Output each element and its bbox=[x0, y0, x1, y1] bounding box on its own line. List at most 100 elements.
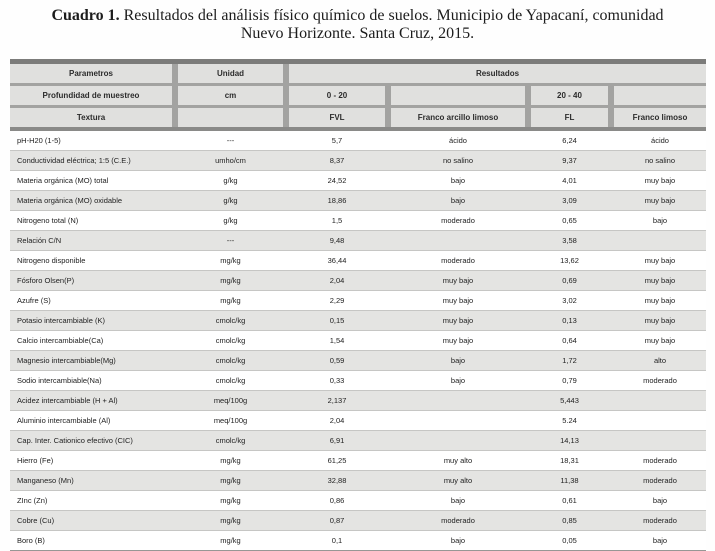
table-header: Parametros Unidad Resultados Profundidad… bbox=[10, 63, 706, 131]
cell-value-20-40: 3,02 bbox=[562, 295, 577, 305]
cell-class-20-40: bajo bbox=[652, 495, 668, 505]
header-empty-cell bbox=[391, 85, 525, 105]
cell-value-0-20: 0,86 bbox=[329, 495, 345, 505]
cell-value-0-20: 0,15 bbox=[329, 315, 345, 325]
header-row-depth: Profundidad de muestreo cm 0 - 20 20 - 4… bbox=[10, 85, 706, 105]
header-resultados: Resultados bbox=[289, 63, 706, 83]
header-empty-cell bbox=[178, 107, 283, 127]
cell-value-20-40: 3,58 bbox=[562, 235, 577, 245]
cell-parameter: Relación C/N bbox=[17, 235, 62, 245]
cell-class-0-20: bajo bbox=[450, 195, 466, 205]
cell-value-20-40: 11,38 bbox=[560, 475, 579, 485]
soil-analysis-table: Parametros Unidad Resultados Profundidad… bbox=[10, 58, 706, 551]
table-row: Fósforo Olsen(P) mg/kg 2,04 muy bajo 0,6… bbox=[10, 269, 706, 290]
cell-class-20-40: no salino bbox=[644, 155, 676, 165]
table-row: Acidez intercambiable (H + Al) meq/100g … bbox=[10, 389, 706, 410]
cell-value-0-20: 0,87 bbox=[329, 515, 345, 525]
caption-line-1: Cuadro 1. Resultados del análisis físico… bbox=[10, 7, 705, 25]
cell-value-20-40: 0,79 bbox=[562, 375, 577, 385]
cell-class-20-40: muy bajo bbox=[644, 255, 676, 265]
header-textura-fl: FL bbox=[531, 107, 608, 127]
cell-unit: mg/kg bbox=[220, 535, 241, 545]
table-row: ZInc (Zn) mg/kg 0,86 bajo 0,61 bajo bbox=[10, 489, 706, 510]
table-row: Potasio intercambiable (K) cmolc/kg 0,15… bbox=[10, 309, 706, 330]
cell-unit: cmolc/kg bbox=[215, 335, 246, 345]
cell-class-20-40: bajo bbox=[652, 215, 668, 225]
cell-unit: g/kg bbox=[223, 215, 238, 225]
cell-unit: g/kg bbox=[223, 195, 238, 205]
cell-value-20-40: 0,65 bbox=[562, 215, 577, 225]
cell-parameter: Nitrogeno total (N) bbox=[17, 215, 79, 225]
cell-unit: mg/kg bbox=[220, 455, 241, 465]
table-row: Boro (B) mg/kg 0,1 bajo 0,05 bajo bbox=[10, 529, 706, 550]
cell-class-20-40: muy bajo bbox=[644, 295, 676, 305]
cell-parameter: Acidez intercambiable (H + Al) bbox=[17, 395, 118, 405]
cell-class-0-20: muy bajo bbox=[442, 335, 474, 345]
cell-class-20-40: muy bajo bbox=[644, 315, 676, 325]
cell-parameter: Manganeso (Mn) bbox=[17, 475, 74, 485]
cell-unit: meq/100g bbox=[213, 395, 248, 405]
cell-parameter: Cobre (Cu) bbox=[17, 515, 55, 525]
cell-value-0-20: 0,59 bbox=[329, 355, 345, 365]
cell-class-0-20: muy bajo bbox=[442, 275, 474, 285]
cell-value-0-20: 5,7 bbox=[331, 135, 343, 145]
cell-unit: mg/kg bbox=[220, 475, 241, 485]
cell-value-20-40: 13,62 bbox=[560, 255, 579, 265]
table-row: Nitrogeno total (N) g/kg 1,5 moderado 0,… bbox=[10, 209, 706, 230]
cell-parameter: ZInc (Zn) bbox=[17, 495, 48, 505]
cell-parameter: Conductividad eléctrica; 1:5 (C.E.) bbox=[17, 155, 131, 165]
cell-class-20-40: muy bajo bbox=[644, 195, 676, 205]
cell-unit: mg/kg bbox=[220, 275, 241, 285]
header-textura-franco-arcillo-limoso: Franco arcillo limoso bbox=[391, 107, 525, 127]
cell-class-20-40: moderado bbox=[643, 475, 677, 485]
table-row: Nitrogeno disponible mg/kg 36,44 moderad… bbox=[10, 249, 706, 270]
cell-unit: mg/kg bbox=[220, 515, 241, 525]
cell-unit: cmolc/kg bbox=[215, 355, 246, 365]
header-depth-0-20: 0 - 20 bbox=[289, 85, 385, 105]
caption-line-2: Nuevo Horizonte. Santa Cruz, 2015. bbox=[240, 25, 475, 43]
table-row: Cap. Inter. Cationico efectivo (CIC) cmo… bbox=[10, 429, 706, 450]
table-row: Cobre (Cu) mg/kg 0,87 moderado 0,85 mode… bbox=[10, 509, 706, 530]
cell-value-20-40: 4,01 bbox=[562, 175, 577, 185]
cell-value-0-20: 24,52 bbox=[327, 175, 347, 185]
table-row: Materia orgánica (MO) oxidable g/kg 18,8… bbox=[10, 189, 706, 210]
header-unidad: Unidad bbox=[178, 63, 283, 83]
cell-class-20-40: muy bajo bbox=[644, 275, 676, 285]
cell-class-0-20: muy bajo bbox=[442, 295, 474, 305]
cell-class-20-40: bajo bbox=[652, 535, 668, 545]
cell-parameter: Materia orgánica (MO) total bbox=[17, 175, 109, 185]
cell-value-0-20: 2,137 bbox=[327, 395, 347, 405]
cell-parameter: Potasio intercambiable (K) bbox=[17, 315, 105, 325]
table-row: Manganeso (Mn) mg/kg 32,88 muy alto 11,3… bbox=[10, 469, 706, 490]
table-row: Sodio intercambiable(Na) cmolc/kg 0,33 b… bbox=[10, 369, 706, 390]
cell-value-20-40: 18,31 bbox=[560, 455, 579, 465]
cell-unit: mg/kg bbox=[220, 255, 241, 265]
cell-class-20-40: muy bajo bbox=[644, 175, 676, 185]
cell-parameter: Cap. Inter. Cationico efectivo (CIC) bbox=[17, 435, 133, 445]
cell-unit: mg/kg bbox=[220, 295, 241, 305]
header-textura-fvl: FVL bbox=[289, 107, 385, 127]
cell-value-0-20: 36,44 bbox=[327, 255, 347, 265]
cell-unit: meq/100g bbox=[213, 415, 248, 425]
caption-text: Resultados del análisis físico químico d… bbox=[123, 7, 664, 24]
cell-class-0-20: muy bajo bbox=[442, 315, 474, 325]
cell-class-0-20: bajo bbox=[450, 375, 466, 385]
header-parametros: Parametros bbox=[10, 63, 172, 83]
cell-parameter: Boro (B) bbox=[17, 535, 45, 545]
cell-class-20-40: alto bbox=[653, 355, 667, 365]
cell-parameter: Aluminio intercambiable (Al) bbox=[17, 415, 111, 425]
header-depth-20-40: 20 - 40 bbox=[531, 85, 608, 105]
cell-class-20-40: moderado bbox=[643, 515, 677, 525]
cell-class-0-20: muy alto bbox=[443, 475, 473, 485]
cell-value-0-20: 18,86 bbox=[327, 195, 347, 205]
cell-class-0-20: bajo bbox=[450, 355, 466, 365]
table-row: Hierro (Fe) mg/kg 61,25 muy alto 18,31 m… bbox=[10, 449, 706, 470]
cell-value-20-40: 3,09 bbox=[562, 195, 577, 205]
header-profundidad-label: Profundidad de muestreo bbox=[10, 85, 172, 105]
cell-parameter: Fósforo Olsen(P) bbox=[17, 275, 75, 285]
table-body: pH-H20 (1-5) --- 5,7 ácido 6,24 ácido Co… bbox=[10, 130, 706, 550]
cell-parameter: Azufre (S) bbox=[17, 295, 51, 305]
cell-value-0-20: 2,04 bbox=[329, 415, 345, 425]
cell-class-0-20: moderado bbox=[441, 215, 475, 225]
